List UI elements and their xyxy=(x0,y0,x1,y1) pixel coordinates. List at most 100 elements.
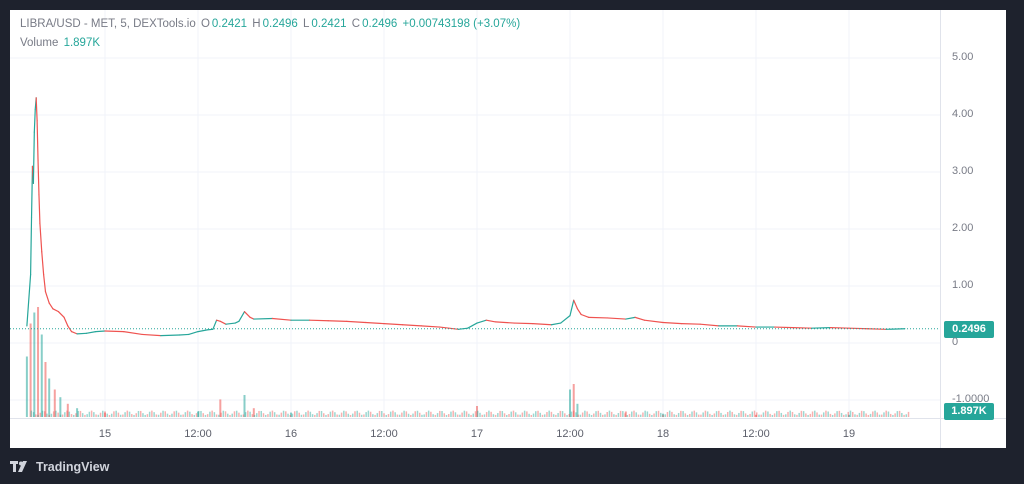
volume-bar xyxy=(213,412,216,417)
price-segment xyxy=(573,299,579,310)
volume-bar xyxy=(256,413,258,417)
volume-bar xyxy=(200,410,202,417)
chart-panel[interactable]: LIBRA/USD - MET, 5, DEXTools.io O 0.2421 … xyxy=(10,10,1006,448)
price-chart-canvas[interactable] xyxy=(10,10,1006,448)
volume-bar xyxy=(86,414,88,417)
volume-bar xyxy=(684,413,687,417)
volume-bar xyxy=(848,414,850,417)
volume-bar xyxy=(144,414,146,417)
y-tick-label: 5.00 xyxy=(952,51,974,63)
price-segment xyxy=(160,334,180,337)
volume-bar xyxy=(896,411,899,417)
legend-volume-value: 1.897K xyxy=(63,37,101,49)
price-segment xyxy=(271,317,292,321)
price-segment xyxy=(41,251,45,276)
price-segment xyxy=(225,322,236,325)
volume-bar xyxy=(485,412,488,417)
volume-bar xyxy=(744,413,747,417)
volume-bar xyxy=(892,414,894,417)
volume-bar xyxy=(898,410,901,417)
volume-bar xyxy=(807,414,809,417)
volume-bar xyxy=(793,414,796,417)
volume-bar xyxy=(865,413,867,417)
price-segment xyxy=(495,321,515,324)
volume-bar xyxy=(175,410,178,417)
footer-branding[interactable]: TradingView xyxy=(10,458,109,476)
volume-bar xyxy=(331,410,334,417)
volume-bar xyxy=(97,414,100,417)
volume-bar xyxy=(322,413,325,417)
volume-bar xyxy=(204,414,207,417)
volume-bar xyxy=(450,411,452,417)
volume-bar xyxy=(215,414,218,417)
volume-bar xyxy=(387,414,390,417)
volume-bar xyxy=(847,411,850,417)
volume-bar xyxy=(546,412,548,417)
volume-bar xyxy=(76,408,79,417)
volume-bar xyxy=(29,323,32,417)
price-segment xyxy=(513,322,534,325)
y-tick-label: 4.00 xyxy=(952,108,974,120)
volume-bar xyxy=(764,410,767,417)
volume-bar xyxy=(231,413,233,417)
volume-bar xyxy=(468,413,470,417)
volume-bar xyxy=(887,411,890,417)
volume-bar xyxy=(253,414,256,417)
volume-bar xyxy=(407,413,410,417)
volume-bar xyxy=(73,414,75,417)
volume-bar xyxy=(122,414,124,417)
volume-bar xyxy=(309,411,312,417)
price-segment xyxy=(188,331,199,336)
volume-bar xyxy=(599,412,602,417)
volume-bar xyxy=(352,413,354,417)
volume-bar xyxy=(530,414,533,417)
volume-bar xyxy=(287,413,289,417)
y-tick-label: 3.00 xyxy=(952,165,974,177)
volume-bar xyxy=(769,413,771,417)
volume-bar xyxy=(347,413,350,417)
volume-bar xyxy=(456,414,459,417)
volume-bar xyxy=(77,410,79,417)
volume-bar xyxy=(320,410,323,417)
volume-bar xyxy=(57,412,59,417)
volume-bar xyxy=(680,410,682,417)
volume-bar xyxy=(131,414,133,417)
price-segment xyxy=(104,330,125,333)
volume-bar xyxy=(229,414,231,417)
volume-bar xyxy=(168,414,171,417)
last-volume-badge: 1.897K xyxy=(944,403,994,420)
volume-bar xyxy=(755,414,757,417)
price-segment xyxy=(234,320,240,324)
volume-bar xyxy=(37,307,40,417)
volume-bar xyxy=(541,414,544,417)
volume-bar xyxy=(459,414,461,417)
volume-bar xyxy=(75,413,77,417)
volume-bar xyxy=(218,414,220,417)
volume-bar xyxy=(867,414,870,417)
volume-bar xyxy=(298,412,300,417)
volume-bar xyxy=(738,412,740,417)
volume-bar xyxy=(742,411,745,417)
volume-bar xyxy=(211,410,213,417)
price-segment xyxy=(38,194,41,224)
volume-bar xyxy=(59,414,62,417)
volume-bar xyxy=(99,412,102,417)
volume-bar xyxy=(186,410,189,417)
volume-bar xyxy=(392,410,394,417)
volume-bar xyxy=(128,411,131,417)
volume-bar xyxy=(595,411,597,417)
volume-bar xyxy=(251,414,254,417)
volume-bar xyxy=(572,384,575,417)
volume-bar xyxy=(193,414,196,417)
volume-bar xyxy=(822,412,825,417)
volume-bar xyxy=(535,411,537,417)
volume-bar xyxy=(760,414,762,417)
volume-bar xyxy=(376,413,379,417)
price-segment xyxy=(76,332,88,335)
volume-bar xyxy=(593,413,595,417)
volume-bar xyxy=(358,412,361,417)
volume-bar xyxy=(242,414,245,417)
volume-bar xyxy=(443,413,446,417)
x-tick-label: 17 xyxy=(470,428,484,440)
volume-bar xyxy=(405,411,408,417)
